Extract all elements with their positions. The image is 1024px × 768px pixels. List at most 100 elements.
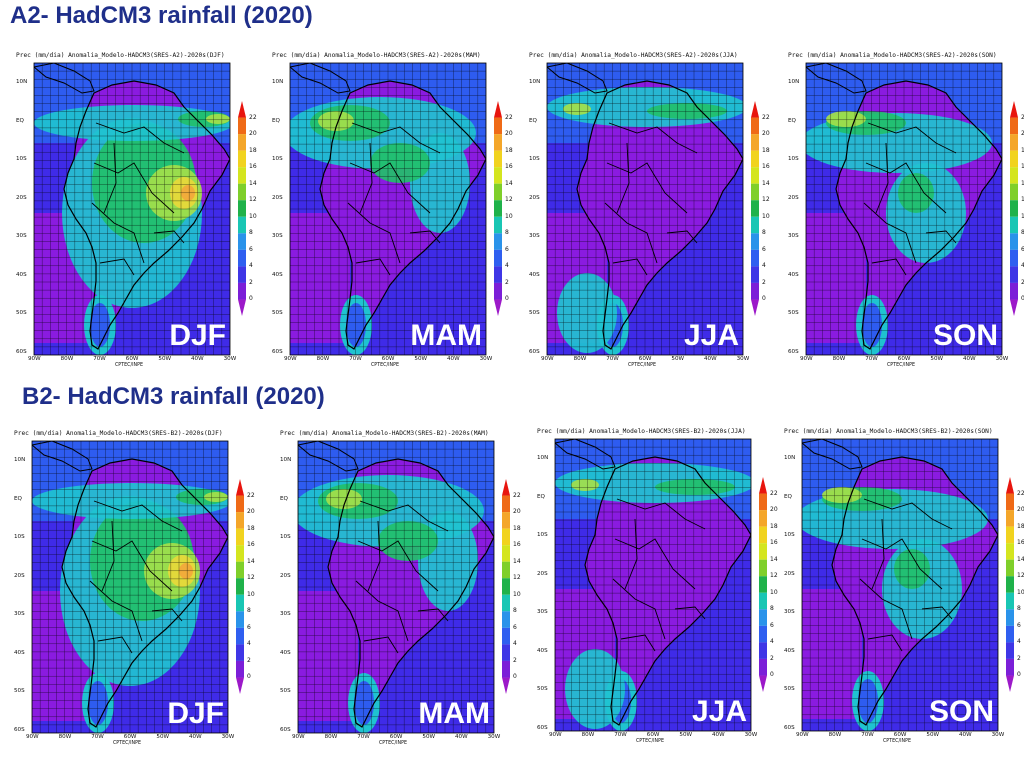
colorbar-swatch <box>759 559 767 577</box>
longitude-label: 40W <box>191 356 204 362</box>
colorbar-label: 16 <box>762 163 770 171</box>
latitude-label: 60S <box>788 348 799 355</box>
longitude-label: 90W <box>800 356 813 362</box>
season-label: DJF <box>169 319 226 352</box>
colorbar-swatch <box>759 609 767 626</box>
colorbar-label: 20 <box>249 130 257 138</box>
colorbar-label: 2 <box>249 278 253 286</box>
longitude-label: 70W <box>349 356 362 362</box>
latitude-label: 40S <box>272 271 283 278</box>
country-borders <box>604 122 698 276</box>
longitude-label: 80W <box>60 356 74 362</box>
anomaly-contour <box>206 114 230 124</box>
latitude-label: 30S <box>784 609 795 615</box>
colorbar-label: 12 <box>249 196 257 204</box>
latitude-label: 20S <box>537 570 548 577</box>
longitude-label: 30W <box>744 732 758 738</box>
colorbar-label: 8 <box>1021 229 1024 237</box>
panel-header: Prec (mm/dia) Anomalia_Modelo-HADCM3(SRE… <box>784 428 993 435</box>
longitude-label: 30W <box>736 356 750 362</box>
season-label: JJA <box>683 319 739 352</box>
latitude-label: 30S <box>788 233 799 239</box>
latitude-label: EQ <box>16 117 24 124</box>
latitude-label: 10S <box>537 532 548 538</box>
colorbar <box>236 479 244 694</box>
colorbar-label: 0 <box>247 673 251 681</box>
colorbar-label: 2 <box>247 656 251 664</box>
map-panel-son: Prec (mm/dia) Anomalia_Modelo-HADCM3(SRE… <box>784 428 1024 757</box>
latitude-label: 40S <box>280 649 291 656</box>
colorbar-label: 16 <box>249 163 257 171</box>
colorbar-swatch <box>236 644 244 661</box>
colorbar-swatch <box>1006 658 1014 676</box>
anomaly-contour <box>326 489 362 509</box>
longitude-label: 80W <box>581 732 595 738</box>
colorbar-label: 14 <box>1017 555 1024 563</box>
latitude-label: 50S <box>784 686 795 692</box>
country-borders <box>859 498 953 652</box>
colorbar-swatch <box>751 101 759 118</box>
season-label: JJA <box>691 695 747 728</box>
rainfall-anomaly-map <box>33 62 246 356</box>
map-panel-mam: Prec (mm/dia) Anomalia_Modelo-HADCM3(SRE… <box>272 52 516 381</box>
colorbar-swatch <box>238 233 246 250</box>
longitude-label: 30W <box>995 356 1009 362</box>
colorbar-label: 14 <box>770 555 778 563</box>
latitude-label: 50S <box>529 310 540 316</box>
colorbar-label: 8 <box>1017 605 1021 613</box>
colorbar-swatch <box>502 677 510 694</box>
colorbar-swatch <box>236 660 244 678</box>
latitude-label: 40S <box>537 647 548 654</box>
colorbar-label: 6 <box>513 623 517 631</box>
longitude-label: 50W <box>414 356 428 362</box>
longitude-label: 40W <box>455 734 468 740</box>
coastline <box>61 458 228 728</box>
longitude-label: 50W <box>679 732 693 738</box>
longitude-label: 80W <box>828 732 842 738</box>
colorbar-swatch <box>236 611 244 628</box>
colorbar-swatch <box>502 578 510 595</box>
colorbar-label: 14 <box>1021 179 1024 187</box>
country-borders <box>89 500 183 654</box>
colorbar-label: 8 <box>762 229 766 237</box>
map-panel-jja: Prec (mm/dia) Anomalia_Modelo-HADCM3(SRE… <box>537 428 781 757</box>
colorbar-swatch <box>502 594 510 612</box>
latitude-label: 10S <box>272 156 283 162</box>
colorbar-label: 20 <box>505 130 513 138</box>
latitude-label: 10S <box>529 156 540 162</box>
latitude-label: 60S <box>784 724 795 731</box>
colorbar-swatch <box>238 167 246 184</box>
rainfall-anomaly-map <box>546 62 759 356</box>
latitude-label: 10N <box>537 455 549 461</box>
panel-credit: CPTEC/INPE <box>886 363 916 368</box>
panel-credit: CPTEC/INPE <box>635 739 665 744</box>
latitude-label: 30S <box>272 233 283 239</box>
colorbar-swatch <box>1010 150 1018 168</box>
anomaly-contour <box>571 479 599 491</box>
colorbar-swatch <box>1006 609 1014 626</box>
longitude-label: 80W <box>324 734 338 740</box>
colorbar-swatch <box>1006 642 1014 659</box>
colorbar-label: 6 <box>1017 621 1021 629</box>
latitude-label: 20S <box>529 194 540 201</box>
colorbar-swatch <box>1006 493 1014 511</box>
latitude-label: 20S <box>788 194 799 201</box>
lat-lon-grid <box>298 441 494 733</box>
colorbar-swatch <box>502 512 510 529</box>
colorbar-label: 12 <box>513 574 521 582</box>
colorbar-swatch <box>759 592 767 610</box>
anomaly-contour <box>378 521 438 561</box>
longitude-label: 40W <box>704 356 717 362</box>
longitude-label: 80W <box>573 356 587 362</box>
colorbar-label: 22 <box>762 113 770 121</box>
latitude-label: 10N <box>788 79 800 85</box>
colorbar-label: 12 <box>1017 572 1024 580</box>
latitude-label: 50S <box>272 310 283 316</box>
colorbar-label: 22 <box>247 491 255 499</box>
colorbar-label: 22 <box>1021 113 1024 121</box>
anomaly-contour <box>898 173 934 213</box>
colorbar-label: 22 <box>249 113 257 121</box>
colorbar-swatch <box>1006 592 1014 610</box>
colorbar <box>502 479 510 694</box>
colorbar-swatch <box>751 150 759 168</box>
